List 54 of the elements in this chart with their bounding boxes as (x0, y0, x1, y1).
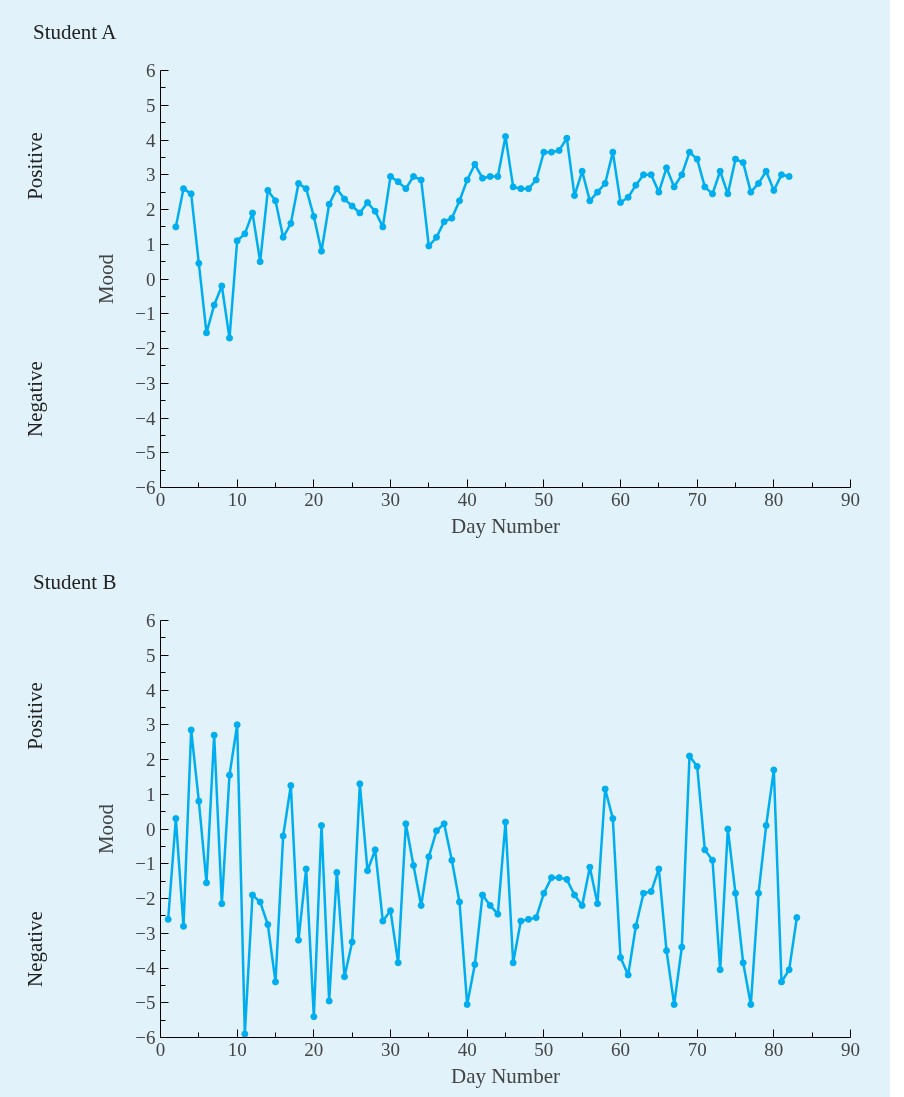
x-tick-label: 80 (764, 1038, 784, 1060)
x-tick-label: 90 (841, 1038, 860, 1060)
y-tick-label: 1 (146, 233, 156, 255)
x-tick-label: 60 (611, 1038, 630, 1060)
text: Positive (22, 132, 48, 200)
y-tick-label: 0 (146, 268, 156, 290)
y-tick-label: 5 (146, 94, 156, 116)
text: Negative (22, 361, 48, 437)
y-axis-title: Mood (94, 253, 119, 305)
y-tick-label: −4 (135, 957, 156, 979)
y-tick-label: −3 (135, 922, 156, 944)
y-tick-label: 6 (146, 60, 156, 81)
y-tick-label: −4 (135, 407, 156, 429)
y-tick-label: −1 (135, 853, 156, 875)
y-tick-label: −2 (135, 888, 156, 909)
y-tick-label: −3 (135, 372, 156, 394)
y-tick-label: 6 (146, 610, 156, 631)
y-tick-label: −5 (135, 992, 156, 1014)
y-tick-label: 2 (146, 749, 156, 770)
y-tick-label: −6 (135, 477, 156, 498)
text: Positive (22, 682, 48, 750)
x-tick-label: 80 (764, 488, 784, 510)
x-tick-label: 70 (687, 488, 707, 510)
x-tick-label: 40 (457, 1038, 477, 1060)
x-axis-title: Day Number (450, 513, 561, 538)
x-tick-label: 40 (457, 488, 477, 510)
x-tick-label: 20 (304, 1038, 324, 1060)
x-tick-label: 50 (534, 488, 554, 510)
x-tick-label: 30 (381, 1038, 400, 1060)
y-tick-label: −5 (135, 442, 156, 464)
text: Negative (22, 911, 48, 987)
x-tick-label: 70 (687, 1038, 707, 1060)
y-tick-label: 0 (146, 818, 156, 840)
x-tick-label: 60 (611, 488, 630, 510)
y-tick-label: −1 (135, 303, 156, 325)
y-tick-label: 5 (146, 644, 156, 666)
y-tick-label: −2 (135, 338, 156, 359)
y-tick-label: 2 (146, 199, 156, 220)
x-tick-label: 10 (227, 1038, 247, 1060)
chart-title: Student A (33, 19, 117, 46)
chart-title: Student B (33, 569, 117, 596)
x-tick-label: 90 (841, 488, 860, 510)
x-tick-label: 50 (534, 1038, 554, 1060)
x-axis-title: Day Number (450, 1063, 561, 1088)
y-tick-label: 4 (146, 679, 156, 701)
x-tick-label: 30 (381, 488, 400, 510)
y-axis-title: Mood (94, 803, 119, 855)
x-tick-label: 10 (227, 488, 247, 510)
y-tick-label: 3 (146, 164, 156, 186)
y-tick-label: 1 (146, 783, 156, 805)
y-tick-label: −6 (135, 1027, 156, 1048)
x-tick-label: 20 (304, 488, 324, 510)
y-tick-label: 3 (146, 714, 156, 736)
y-tick-label: 4 (146, 129, 156, 151)
